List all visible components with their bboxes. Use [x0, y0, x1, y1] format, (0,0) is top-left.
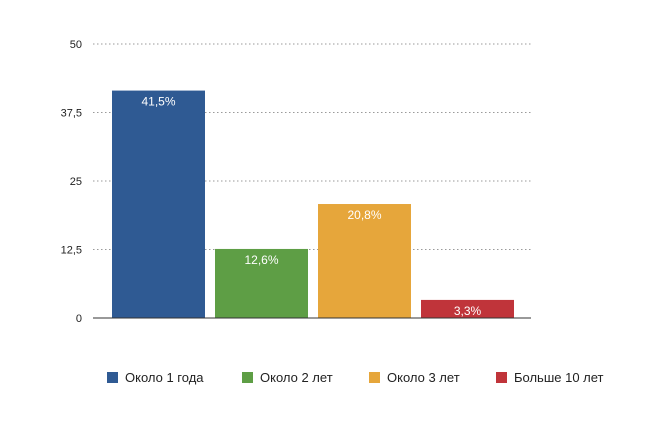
y-tick-label: 12,5	[61, 245, 82, 257]
y-tick-label: 50	[70, 39, 82, 51]
bar-value-label: 3,3%	[454, 304, 482, 318]
y-tick-label: 0	[76, 313, 82, 325]
legend-label: Больше 10 лет	[514, 370, 604, 385]
legend-label: Около 3 лет	[387, 370, 460, 385]
legend-label: Около 1 года	[125, 370, 204, 385]
bar-value-label: 20,8%	[347, 208, 381, 222]
bar	[112, 90, 205, 318]
legend-swatch	[242, 372, 253, 383]
y-tick-label: 37,5	[61, 108, 82, 120]
bar-value-label: 12,6%	[244, 253, 278, 267]
legend-swatch	[107, 372, 118, 383]
bar	[215, 248, 308, 318]
bar-value-label: 41,5%	[141, 95, 175, 109]
y-tick-label: 25	[70, 176, 82, 188]
bar	[421, 299, 514, 318]
legend-swatch	[369, 372, 380, 383]
bar	[318, 204, 411, 318]
legend-label: Около 2 лет	[260, 370, 333, 385]
legend-swatch	[496, 372, 507, 383]
